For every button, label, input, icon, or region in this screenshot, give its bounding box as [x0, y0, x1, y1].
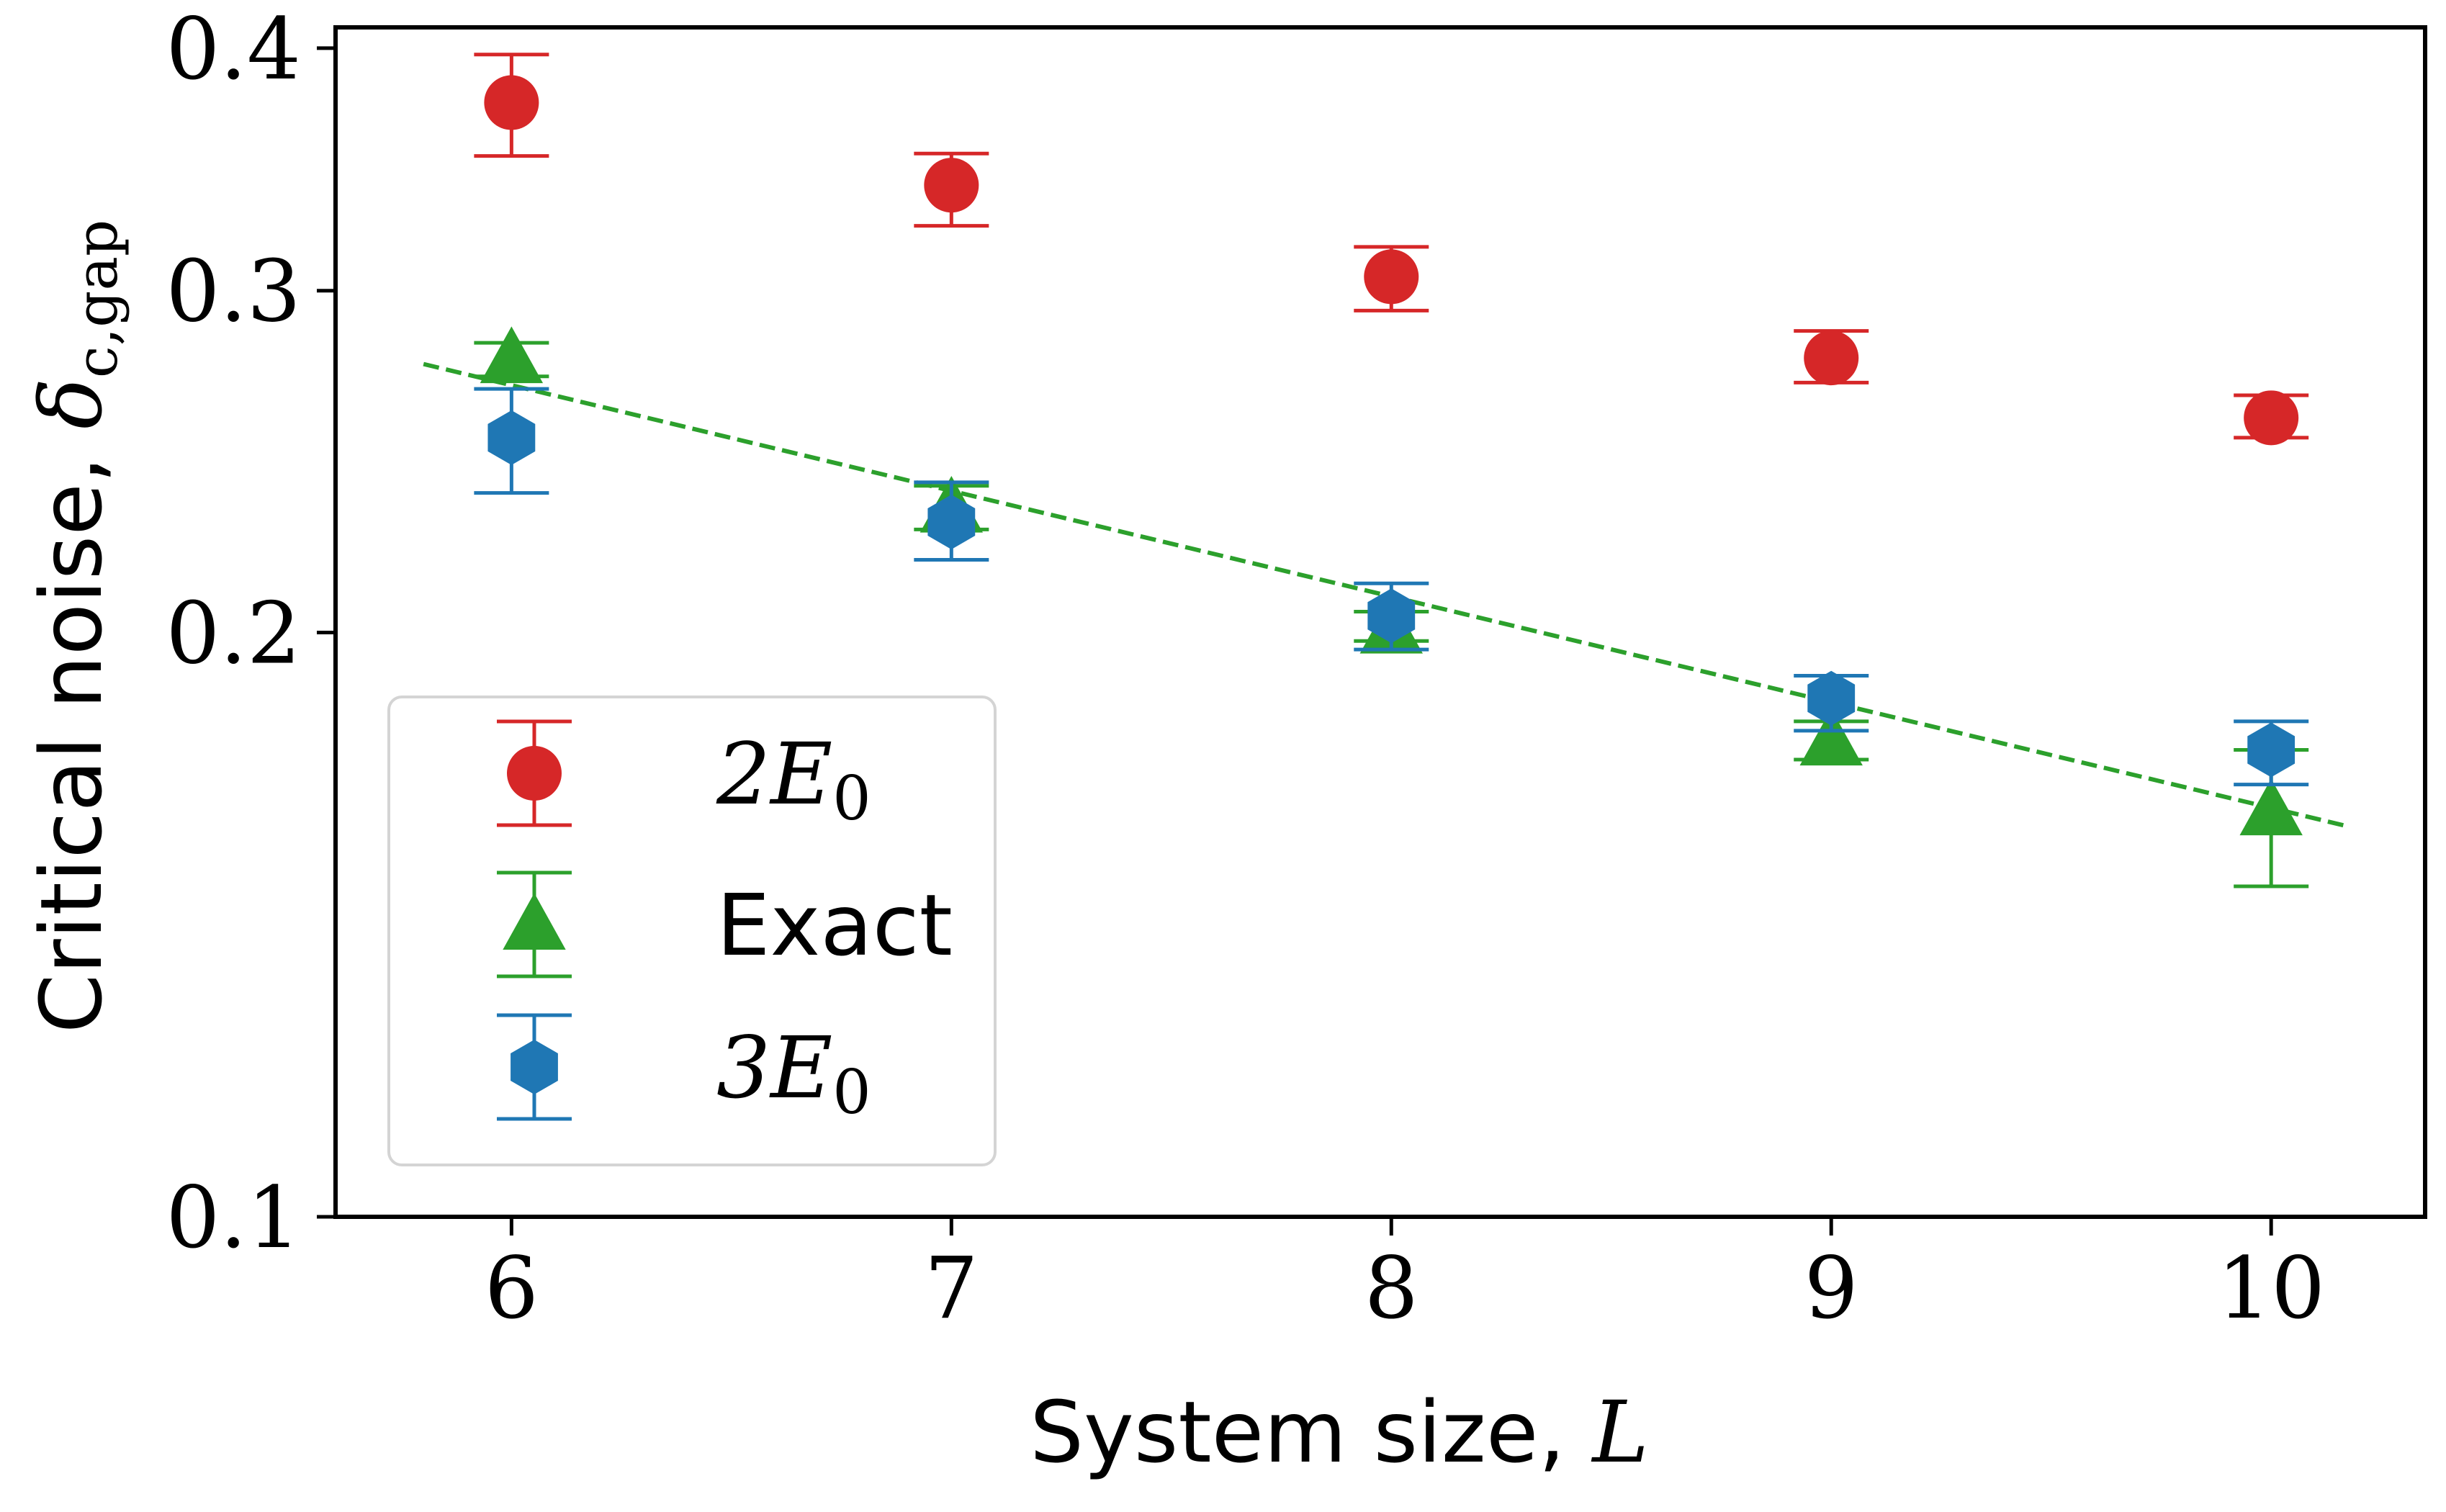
legend-label: Exact: [716, 876, 953, 975]
fit-line-layer: [423, 361, 2347, 828]
data-point: [1367, 588, 1416, 644]
data-point: [1364, 249, 1419, 305]
legend-label-main: 2E: [716, 724, 832, 824]
legend-label: 3E0: [716, 1018, 871, 1128]
legend-label-main: 3E: [716, 1018, 832, 1117]
data-point: [484, 75, 539, 130]
x-tick-label: 10: [2217, 1238, 2325, 1338]
legend-label-sub: 0: [832, 1057, 871, 1128]
series-layer: [474, 53, 2309, 888]
data-point: [480, 326, 544, 384]
data-point: [1804, 330, 1859, 386]
fit-line: [423, 361, 2347, 828]
y-axis-label-text: Critical noise,: [22, 429, 121, 1033]
y-tick-label: 0.1: [166, 1168, 301, 1267]
legend-label: 2E0: [716, 724, 871, 834]
data-point: [1799, 708, 1863, 766]
legend-marker: [511, 1040, 558, 1094]
series-3e-0: [474, 387, 2309, 787]
y-tick-label: 0.2: [166, 583, 301, 683]
data-point: [1807, 670, 1856, 726]
data-point: [924, 158, 979, 213]
legend-entry: Exact: [497, 870, 953, 978]
data-point: [487, 410, 536, 465]
axes-layer: 6 7 8 9 10 0.1 0.2 0.3 0.4: [166, 0, 2325, 1338]
legend-entry: 2E0: [497, 719, 871, 834]
y-axis-label-var: δ: [22, 378, 121, 429]
x-tick-label: 8: [1364, 1238, 1418, 1338]
legend-marker: [503, 893, 566, 950]
x-axis-label: System size, L: [1030, 1382, 1649, 1482]
x-axis-label-text: System size,: [1030, 1382, 1592, 1482]
y-tick-label: 0.3: [166, 242, 301, 341]
data-point: [2239, 778, 2303, 836]
data-point: [2244, 390, 2299, 446]
y-axis-label-sub: c,gap: [63, 220, 130, 378]
data-point: [927, 495, 976, 550]
x-axis-label-var: L: [1591, 1382, 1649, 1482]
y-axis-label: Critical noise, δc,gap: [22, 220, 130, 1034]
data-point: [2247, 722, 2296, 778]
series-2e-0: [474, 53, 2309, 446]
legend-marker: [507, 746, 562, 801]
legend-entry: 3E0: [497, 1013, 871, 1128]
legend-label-main: Exact: [716, 876, 953, 975]
y-tick-label: 0.4: [166, 0, 301, 99]
x-tick-label: 7: [925, 1238, 979, 1338]
x-tick-label: 9: [1804, 1238, 1858, 1338]
x-tick-label: 6: [485, 1238, 539, 1338]
legend-label-sub: 0: [832, 763, 871, 834]
